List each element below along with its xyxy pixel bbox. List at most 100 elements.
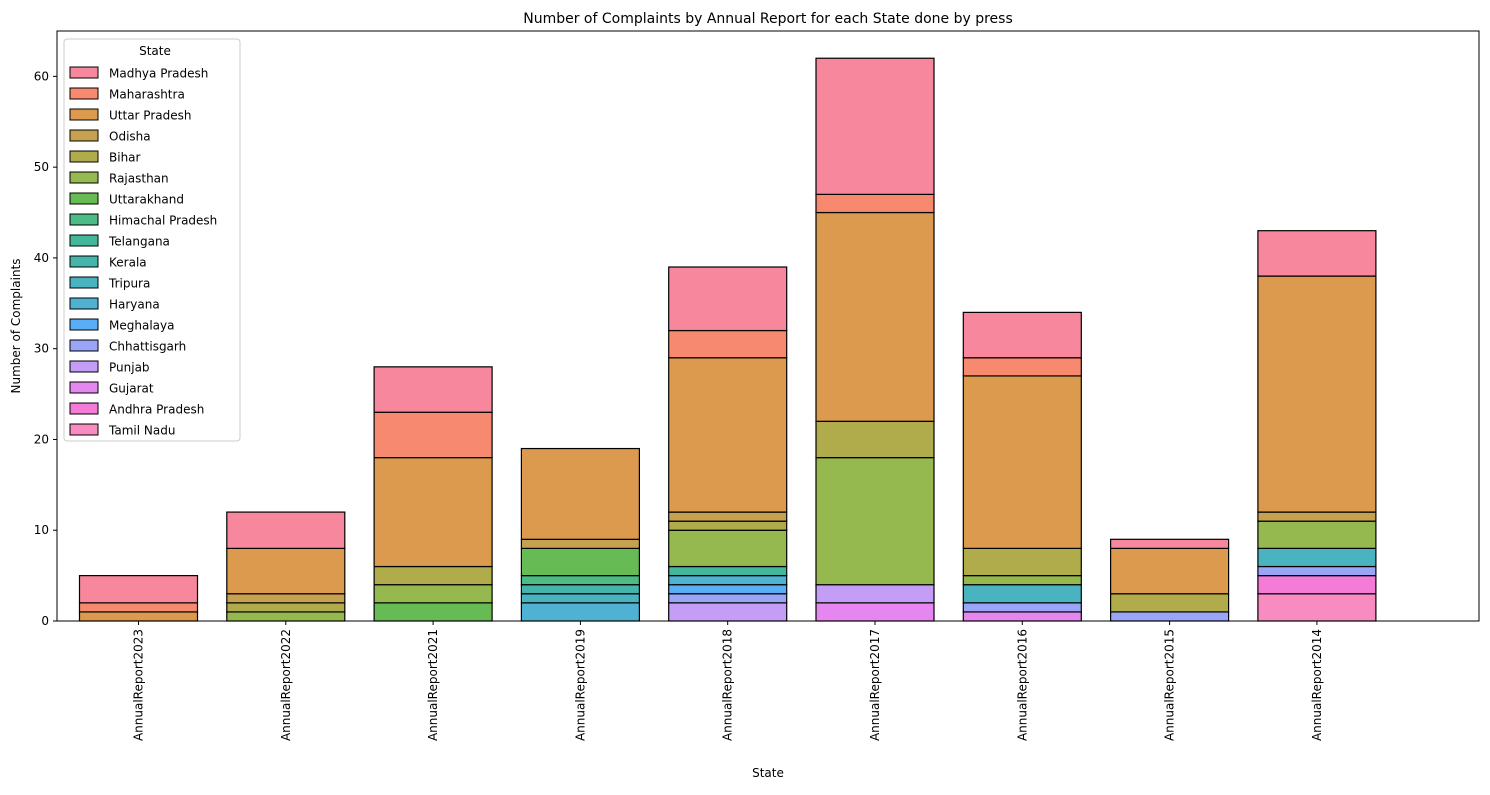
bar-segment [668,329,788,359]
bar-segment [962,357,1082,377]
bar-segment [1257,593,1377,622]
bar-segment [1257,575,1377,595]
legend-swatch [69,234,99,247]
bar-segment [962,602,1082,613]
bar-segment [1257,547,1377,568]
legend-title: State [139,44,171,58]
x-axis-label: State [752,766,784,780]
x-tick-label: AnnualReport2016 [1015,629,1029,741]
bar-segment [1257,230,1377,277]
legend-label: Tamil Nadu [108,424,175,438]
legend-swatch [69,297,99,310]
legend-swatch [69,255,99,268]
bar-segment [815,57,935,195]
y-tick-label: 40 [34,251,49,265]
y-tick-label: 20 [34,432,49,446]
legend-label: Himachal Pradesh [109,214,217,228]
bar-segment [962,584,1082,604]
bar-segment [668,565,788,577]
x-tick-label: AnnualReport2015 [1163,629,1177,741]
legend-label: Madhya Pradesh [109,67,208,81]
bar-segment [520,602,641,622]
bar-segment [226,593,346,604]
legend-swatch [69,108,99,121]
legend-label: Punjab [109,361,150,375]
y-tick-label: 10 [34,523,49,537]
bar-segment [815,193,935,214]
bar-segment [520,538,641,549]
legend-items: Madhya Pradesh Maharashtra Uttar Pradesh Od… [69,66,217,438]
bar-segment [373,411,493,459]
bar-segment [1257,565,1377,577]
bar-segment [962,311,1082,359]
legend-label: Telangana [108,235,170,249]
bar-segment [668,584,788,595]
bar-segment [1257,275,1377,513]
y-axis: 0 10 20 30 40 50 60 [34,69,57,628]
bar-segment [668,575,788,586]
legend-label: Uttarakhand [109,193,184,207]
bar-segment [962,611,1082,622]
bar-segment [815,457,935,586]
bar-segment [520,575,641,586]
legend-swatch [69,423,99,436]
x-tick-label: AnnualReport2023 [132,629,146,741]
x-tick-label: AnnualReport2021 [426,629,440,741]
bar-segment [1109,611,1230,622]
legend-label: Meghalaya [109,319,174,333]
legend-swatch [69,171,99,184]
legend-swatch [69,66,99,79]
legend-label: Andhra Pradesh [109,403,204,417]
x-tick-label: AnnualReport2019 [573,629,587,741]
x-tick-label: AnnualReport2017 [868,629,882,741]
plot-frame [56,30,1480,622]
legend-swatch [69,318,99,331]
bar-segment [78,611,199,622]
legend-label: Rajasthan [109,172,169,186]
legend-label: Bihar [109,151,141,165]
legend-label: Tripura [108,277,150,291]
legend-swatch [69,339,99,352]
bar-segment [373,602,493,622]
bar-segment [962,575,1082,586]
bar-segment [815,584,935,604]
legend-label: Gujarat [109,382,154,396]
bar-segment [226,511,346,549]
bar-segment [1109,547,1230,595]
legend-swatch [69,192,99,205]
legend-label: Haryana [109,298,160,312]
bar-segment [520,447,641,540]
legend-swatch [69,402,99,415]
bar-segment [520,593,641,604]
x-tick-label: AnnualReport2022 [279,629,293,741]
bar-segment [78,575,199,604]
legend-swatch [69,87,99,100]
y-tick-label: 0 [41,614,49,628]
legend-label: Uttar Pradesh [109,109,191,123]
legend-swatch [69,360,99,373]
x-axis: AnnualReport2023 AnnualReport2022 AnnualRe… [132,621,1324,741]
legend-label: Chhattisgarh [109,340,186,354]
bar-segment [1109,538,1230,549]
bar-segment [668,520,788,531]
x-tick-label: AnnualReport2014 [1310,629,1324,741]
legend-label: Maharashtra [109,88,185,102]
bar-segment [668,593,788,604]
bar-segment [962,375,1082,549]
bar-segment [1257,511,1377,522]
bar-segment [668,511,788,522]
bar-segment [520,584,641,595]
bar-segment [815,602,935,622]
bar-segment [1257,520,1377,549]
legend-swatch [69,276,99,289]
bars-layer [78,57,1377,622]
bar-segment [373,457,493,568]
bar-segment [1109,593,1230,613]
y-tick-label: 50 [34,160,49,174]
x-tick-label: AnnualReport2018 [721,629,735,741]
legend-frame [63,38,241,442]
bar-segment [520,547,641,577]
bar-segment [962,547,1082,577]
legend-label: Kerala [109,256,147,270]
